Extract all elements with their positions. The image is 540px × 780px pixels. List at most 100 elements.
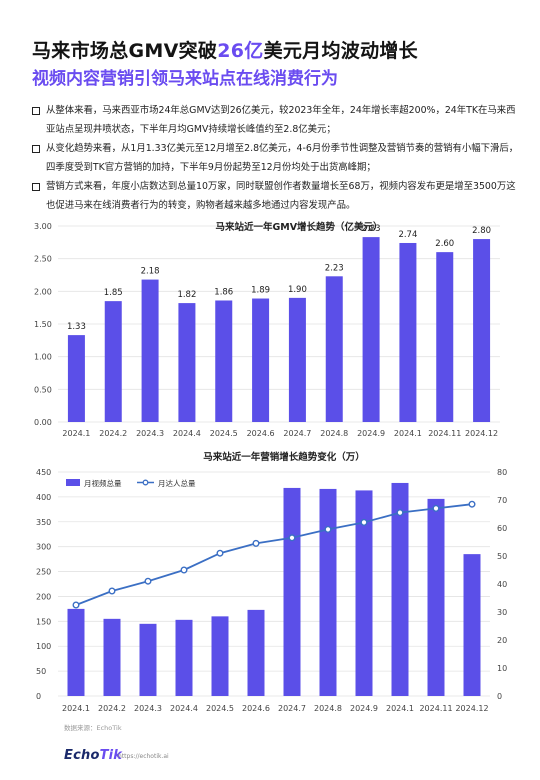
page-title: 马来市场总GMV突破26亿美元月均波动增长 (32, 36, 418, 63)
video-bar (139, 623, 157, 696)
y-left-tick-label: 350 (36, 518, 51, 527)
data-label: 1.82 (177, 290, 196, 300)
bullet-text: 营销方式来看，年度小店数达到总量10万家，同时联盟创作者数量增长至68万，视频内… (46, 181, 516, 211)
x-tick-label: 2024.3 (136, 429, 164, 438)
data-label: 1.85 (104, 288, 123, 298)
y-right-tick-label: 0 (497, 692, 502, 701)
y-left-tick-label: 400 (36, 493, 51, 502)
video-bar (283, 487, 301, 696)
y-tick-label: 3.00 (34, 222, 52, 231)
y-left-tick-label: 150 (36, 617, 51, 626)
x-tick-label: 2024.3 (134, 704, 162, 713)
x-tick-label: 2024.4 (173, 429, 201, 438)
x-tick-label: 2024.1 (386, 704, 414, 713)
data-label: 2.23 (325, 263, 344, 273)
creator-point (288, 534, 296, 542)
gmv-bar (473, 239, 491, 422)
video-bar (391, 482, 409, 696)
gmv-bar (178, 303, 196, 422)
data-label: 1.90 (288, 285, 307, 295)
logo-main-text: Echo (64, 748, 100, 763)
x-tick-label: 2024.2 (98, 704, 126, 713)
video-bar (175, 619, 193, 696)
data-label: 1.89 (251, 286, 270, 296)
y-tick-label: 1.50 (34, 320, 52, 329)
gmv-bar (215, 300, 233, 422)
creator-point (324, 525, 332, 533)
gmv-bar (67, 335, 85, 422)
y-tick-label: 0.00 (34, 418, 52, 427)
y-right-tick-label: 50 (497, 552, 507, 561)
x-tick-label: 2024.11 (428, 429, 461, 438)
creator-point (396, 509, 404, 517)
checkbox-icon (32, 106, 40, 115)
marketing-combo-chart: 0 50 100 150 200 250 300 350 400 450 0 10 20 30 40 50 60… (36, 451, 507, 713)
legend-bar-label: 月视频总量 (84, 478, 122, 488)
bullet-text: 从整体来看，马来西亚市场24年总GMV达到26亿美元，较2023年全年，24年增… (46, 105, 516, 135)
y-left-tick-label: 50 (36, 667, 46, 676)
gmv-bar (141, 279, 159, 422)
y-right-tick-label: 40 (497, 580, 507, 589)
gmv-bar (288, 297, 306, 422)
y-left-tick-label: 250 (36, 568, 51, 577)
x-tick-label: 2024.7 (283, 429, 311, 438)
checkbox-icon (32, 182, 40, 191)
bullet-item: 从整体来看，马来西亚市场24年总GMV达到26亿美元，较2023年全年，24年增… (32, 101, 520, 139)
data-label: 2.60 (435, 239, 454, 249)
x-tick-label: 2024.2 (99, 429, 127, 438)
summary-bullets: 从整体来看，马来西亚市场24年总GMV达到26亿美元，较2023年全年，24年增… (32, 101, 520, 215)
site-url: https://echotik.ai (118, 753, 169, 760)
gmv-bar (362, 237, 380, 422)
y-left-tick-label: 300 (36, 543, 51, 552)
gmv-bar (104, 301, 122, 422)
legend-line-label: 月达人总量 (158, 478, 196, 488)
data-label: 2.18 (141, 267, 160, 277)
creator-point (360, 518, 368, 526)
data-label: 2.74 (398, 230, 417, 240)
checkbox-icon (32, 144, 40, 153)
x-tick-label: 2024.9 (357, 429, 385, 438)
creator-point (144, 577, 152, 585)
gmv-bar (252, 298, 270, 422)
legend-bar-swatch (66, 479, 80, 486)
data-source-note: 数据来源：EchoTik (64, 724, 122, 732)
y-right-tick-label: 30 (497, 608, 507, 617)
bullet-item: 从变化趋势来看，从1月1.33亿美元至12月增至2.8亿美元，4-6月份季节性调… (32, 139, 520, 177)
creator-point (72, 601, 80, 609)
gmv-bar (325, 276, 343, 422)
creator-point (216, 549, 224, 557)
x-tick-label: 2024.9 (350, 704, 378, 713)
x-tick-label: 2024.6 (247, 429, 275, 438)
video-bar (319, 488, 337, 696)
creator-line (75, 503, 473, 606)
creator-point (252, 539, 260, 547)
y-left-tick-label: 450 (36, 468, 51, 477)
y-right-tick-label: 80 (497, 468, 507, 477)
x-tick-label: 2024.8 (314, 704, 342, 713)
video-bar (67, 608, 85, 696)
x-tick-label: 2024.8 (320, 429, 348, 438)
x-tick-label: 2024.12 (455, 704, 488, 713)
y-left-tick-label: 100 (36, 642, 51, 651)
y-left-tick-label: 0 (36, 692, 41, 701)
page-subtitle: 视频内容营销引领马来站点在线消费行为 (32, 69, 338, 89)
y-right-tick-label: 70 (497, 496, 507, 505)
legend-line-marker (142, 479, 149, 486)
title-suffix: 美元月均波动增长 (263, 40, 418, 62)
bullet-text: 从变化趋势来看，从1月1.33亿美元至12月增至2.8亿美元，4-6月份季节性调… (46, 143, 519, 173)
video-bar (355, 490, 373, 696)
video-bar (427, 498, 445, 696)
gmv-bar-chart: 0.00 0.50 1.00 1.50 2.00 2.50 3.00 马来站近一年GMV增长趋… (34, 221, 500, 438)
data-label: 2.80 (472, 226, 491, 236)
data-label: 2.83 (362, 224, 381, 234)
chart-title: 马来站近一年营销增长趋势变化（万） (203, 451, 365, 463)
x-tick-label: 2024.5 (210, 429, 238, 438)
y-right-tick-label: 60 (497, 524, 507, 533)
creator-point (180, 566, 188, 574)
x-tick-label: 2024.12 (465, 429, 498, 438)
x-tick-label: 2024.4 (170, 704, 198, 713)
y-tick-label: 2.00 (34, 287, 52, 296)
gmv-bar (399, 242, 417, 422)
creator-point (468, 500, 476, 508)
x-tick-label: 2024.5 (206, 704, 234, 713)
